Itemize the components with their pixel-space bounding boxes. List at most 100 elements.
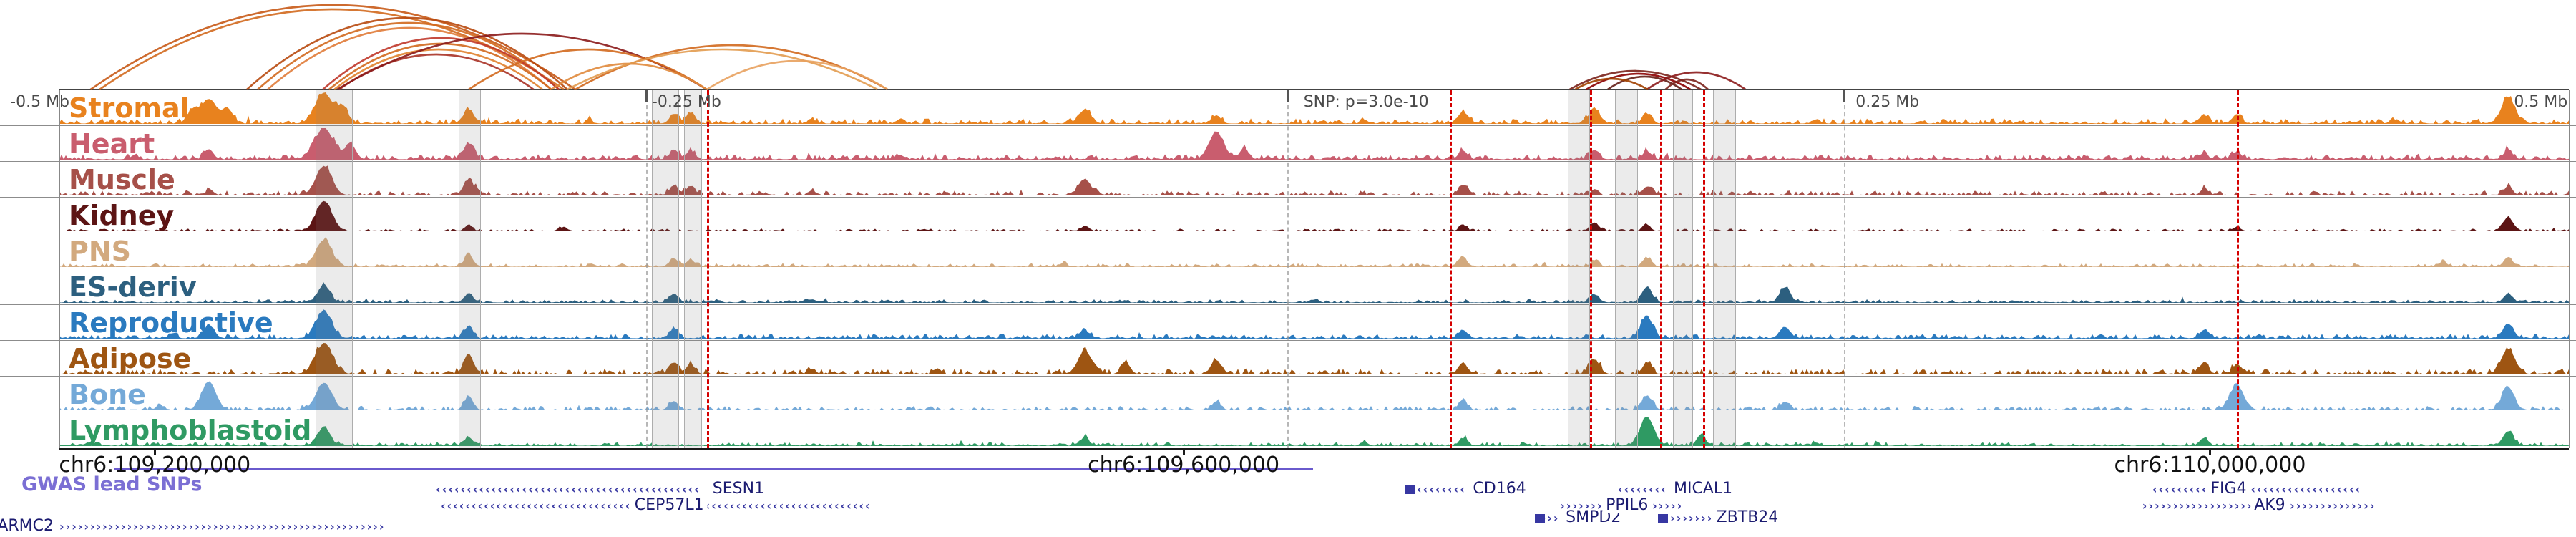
gene-label-fig4: FIG4 (2207, 481, 2250, 497)
plot-right-border (2569, 90, 2570, 448)
gwas-lead-snps-label: GWAS lead SNPs (21, 473, 203, 495)
track-label-bone: Bone (69, 379, 146, 410)
gene-strand-arrows: ‹‹‹‹‹‹‹‹‹‹‹‹‹‹‹‹‹‹‹‹‹‹‹‹‹‹‹‹‹‹‹‹‹‹‹‹‹‹‹‹… (436, 484, 701, 495)
track-label-kidney: Kidney (69, 200, 175, 231)
track-label-heart: Heart (69, 128, 155, 160)
plot-top-border (59, 89, 2569, 90)
gene-label-mical1: MICAL1 (1673, 480, 1733, 498)
coordinate-tick (2209, 448, 2212, 455)
axis-tick-label: 0.25 Mb (1855, 93, 1920, 111)
gene-strand-arrows: ‹‹‹‹‹‹‹‹ (1617, 484, 1667, 495)
signal-plot-stromal (59, 92, 2569, 124)
track-label-adipose: Adipose (69, 343, 192, 374)
gene-ppil6: ››››››››››››››››››››PPIL6 (1560, 498, 1685, 513)
interaction-arc (1607, 75, 1683, 90)
axis-tick-label: SNP: p=3.0e-10 (1303, 93, 1429, 111)
highlight-band (1673, 90, 1694, 448)
gwas-snp-line (1449, 90, 1452, 448)
gwas-snp-line (706, 90, 709, 448)
gwas-lead-snps-track-line (114, 468, 1313, 470)
signal-area (59, 92, 2569, 124)
signal-plot-lymphoblastoid (59, 417, 2569, 446)
plot-left-border (59, 90, 60, 448)
coordinate-label: chr6:109,600,000 (1088, 453, 1280, 478)
signal-plot-bone (59, 381, 2569, 410)
gene-strand-arrows: ‹‹‹‹‹‹‹‹‹‹ (1404, 484, 1466, 495)
interaction-arc (267, 26, 552, 90)
track-label-lymphoblastoid: Lymphoblastoid (69, 415, 312, 446)
signal-area (59, 237, 2569, 267)
axis-tick (1843, 90, 1846, 102)
signal-area (59, 200, 2569, 231)
track-label-reproductive: Reproductive (69, 307, 273, 339)
interaction-arc (1646, 71, 1747, 90)
signal-area (59, 282, 2569, 303)
axis-tick-label: 0.5 Mb (2514, 93, 2568, 111)
interaction-arc (1574, 77, 1649, 90)
gene-zbtb24: ››››››››› ZBTB24 (1657, 510, 1778, 526)
gene-sesn1: ‹‹‹‹‹‹‹‹‹‹‹‹‹‹‹‹‹‹‹‹‹‹‹‹‹‹‹‹‹‹‹‹‹‹‹‹‹‹‹‹… (436, 481, 764, 497)
signal-plot-pns (59, 237, 2569, 267)
interaction-arc (1664, 78, 1709, 90)
gene-smpd2: ›››› SMPD2 (1535, 510, 1621, 526)
gene-exon-box (1657, 514, 1668, 523)
signal-plot-adipose (59, 343, 2569, 374)
gene-exon-box (1535, 514, 1546, 523)
coordinate-label: chr6:109,200,000 (59, 453, 251, 478)
interaction-arc (706, 59, 888, 90)
interaction-arc (1568, 69, 1702, 90)
signal-area (59, 381, 2569, 410)
highlight-band (684, 90, 702, 448)
gene-strand-arrows: ‹‹‹‹‹‹‹‹‹‹‹‹‹‹‹‹‹‹‹‹‹‹‹‹‹‹‹‹‹‹‹‹‹‹ (2152, 484, 2362, 495)
gene-mical1: ‹‹‹‹‹‹‹‹ MICAL1 (1617, 481, 1732, 497)
position-guide-line (1844, 90, 1846, 448)
signal-area (59, 417, 2569, 446)
gwas-snp-line (1703, 90, 1706, 448)
signal-plot-muscle (59, 165, 2569, 195)
coordinate-tick (154, 448, 157, 455)
interaction-arc (333, 48, 543, 90)
interaction-arc (1586, 72, 1692, 90)
interaction-arc (322, 37, 560, 90)
gene-label-ak9: AK9 (2250, 498, 2289, 513)
chromatin-interaction-arcs-layer (89, 4, 1747, 90)
interaction-arc (567, 48, 878, 90)
gene-label-cd164: CD164 (1473, 480, 1526, 498)
gene-strand-arrows: ››››››››››››››››››››››››››››››››››››››››… (59, 521, 386, 533)
coordinate-tick (1183, 448, 1186, 455)
signal-plot-kidney (59, 200, 2569, 231)
gene-label-cep57l1: CEP57L1 (630, 498, 708, 513)
axis-tick-label: -0.25 Mb (651, 93, 721, 111)
interaction-arc (89, 4, 576, 90)
signal-area (59, 165, 2569, 195)
highlight-band (1567, 90, 1591, 448)
position-guide-line (645, 90, 648, 448)
signal-area (59, 309, 2569, 339)
gene-armc2: ››››››››››››››››››››››››››››››››››››››››… (0, 518, 396, 534)
gene-label-smpd2: SMPD2 (1566, 508, 1621, 526)
highlight-band (315, 90, 353, 448)
signal-area (59, 128, 2569, 160)
gene-exon-box (1404, 485, 1415, 494)
gene-fig4: ‹‹‹‹‹‹‹‹‹‹‹‹‹‹‹‹‹‹‹‹‹‹‹‹‹‹‹‹‹‹‹‹‹‹ FIG4 (2152, 481, 2371, 497)
gene-label-sesn1: SESN1 (712, 480, 765, 498)
axis-tick-label: -0.5 Mb (10, 93, 70, 111)
plot-bottom-border (59, 448, 2569, 450)
highlight-band (1713, 90, 1736, 448)
track-label-pns: PNS (69, 236, 132, 267)
coordinate-label: chr6:110,000,000 (2114, 453, 2306, 478)
axis-tick (645, 90, 648, 102)
signal-plot-reproductive (59, 309, 2569, 339)
signal-plot-heart (59, 128, 2569, 160)
gene-label-zbtb24: ZBTB24 (1716, 508, 1779, 526)
gene-cd164: ‹‹‹‹‹‹‹‹‹‹ CD164 (1404, 481, 1526, 497)
gene-label-ppil6: PPIL6 (1602, 498, 1652, 513)
highlight-band (1615, 90, 1638, 448)
signal-plot-es-deriv (59, 282, 2569, 303)
track-label-es-deriv: ES-deriv (69, 271, 197, 303)
interaction-arc (328, 42, 552, 90)
gwas-snp-line (1590, 90, 1593, 448)
highlight-band (458, 90, 482, 448)
gene-cep57l1: ‹‹‹‹‹‹‹‹‹‹‹‹‹‹‹‹‹‹‹‹‹‹‹‹‹‹‹‹‹‹‹‹‹‹‹‹‹‹‹‹… (441, 498, 887, 513)
